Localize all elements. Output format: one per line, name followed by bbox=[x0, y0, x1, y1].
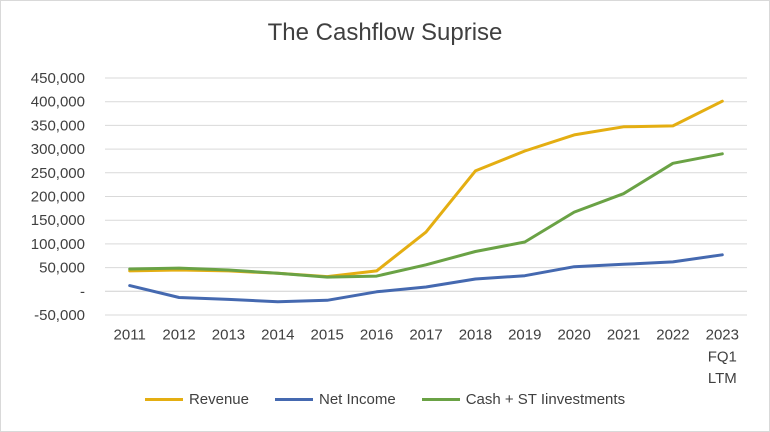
x-tick-label: 2021 bbox=[607, 327, 640, 344]
legend-swatch bbox=[144, 398, 183, 401]
y-tick-label: - bbox=[80, 283, 85, 300]
y-tick-label: 250,000 bbox=[31, 165, 85, 182]
y-tick-label: 300,000 bbox=[31, 141, 85, 158]
x-tick-label: 2022 bbox=[656, 327, 689, 344]
x-tick-label: 2013 bbox=[212, 327, 245, 344]
x-tick-label: 2011 bbox=[114, 327, 146, 344]
legend-label: Net Income bbox=[318, 391, 396, 408]
y-tick-label: 350,000 bbox=[31, 117, 85, 134]
x-tick-label: 2016 bbox=[360, 327, 393, 344]
series-line-cash-st-iinvestments bbox=[128, 152, 724, 279]
y-tick-label: 50,000 bbox=[39, 260, 85, 277]
legend-label: Revenue bbox=[188, 391, 249, 408]
x-tick-label: 2019 bbox=[508, 327, 541, 344]
x-tick-label: 2012 bbox=[162, 327, 195, 344]
x-tick-label: 2023 FQ1 LTM bbox=[706, 327, 739, 388]
legend-swatch bbox=[274, 398, 313, 401]
y-tick-label: 450,000 bbox=[31, 70, 85, 87]
legend-label: Cash + ST Iinvestments bbox=[465, 391, 626, 408]
series-line-net-income bbox=[128, 253, 724, 304]
y-tick-label: 100,000 bbox=[31, 236, 85, 253]
legend-swatch bbox=[421, 398, 460, 401]
x-tick-label: 2017 bbox=[409, 327, 442, 344]
x-tick-label: 2020 bbox=[557, 327, 590, 344]
legend-item: Cash + ST Iinvestments bbox=[421, 391, 626, 408]
y-tick-label: 150,000 bbox=[31, 212, 85, 229]
legend-item: Net Income bbox=[274, 391, 396, 408]
x-tick-label: 2015 bbox=[311, 327, 344, 344]
y-tick-label: 400,000 bbox=[31, 94, 85, 111]
chart-title: The Cashflow Suprise bbox=[267, 19, 503, 46]
x-tick-label: 2014 bbox=[261, 327, 294, 344]
legend-item: Revenue bbox=[144, 391, 249, 408]
legend: Revenue Net Income Cash + ST Iinvestments bbox=[1, 391, 769, 408]
x-tick-label: 2018 bbox=[459, 327, 492, 344]
y-tick-label: 200,000 bbox=[31, 189, 85, 206]
y-tick-label: -50,000 bbox=[34, 307, 85, 324]
